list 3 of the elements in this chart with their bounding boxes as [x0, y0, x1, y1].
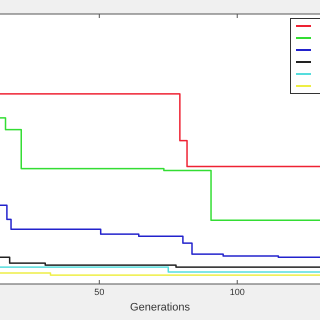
x-axis-title: Generations — [130, 301, 190, 314]
x-tick-label: 50 — [94, 286, 104, 297]
x-tick-label: 100 — [230, 286, 245, 297]
